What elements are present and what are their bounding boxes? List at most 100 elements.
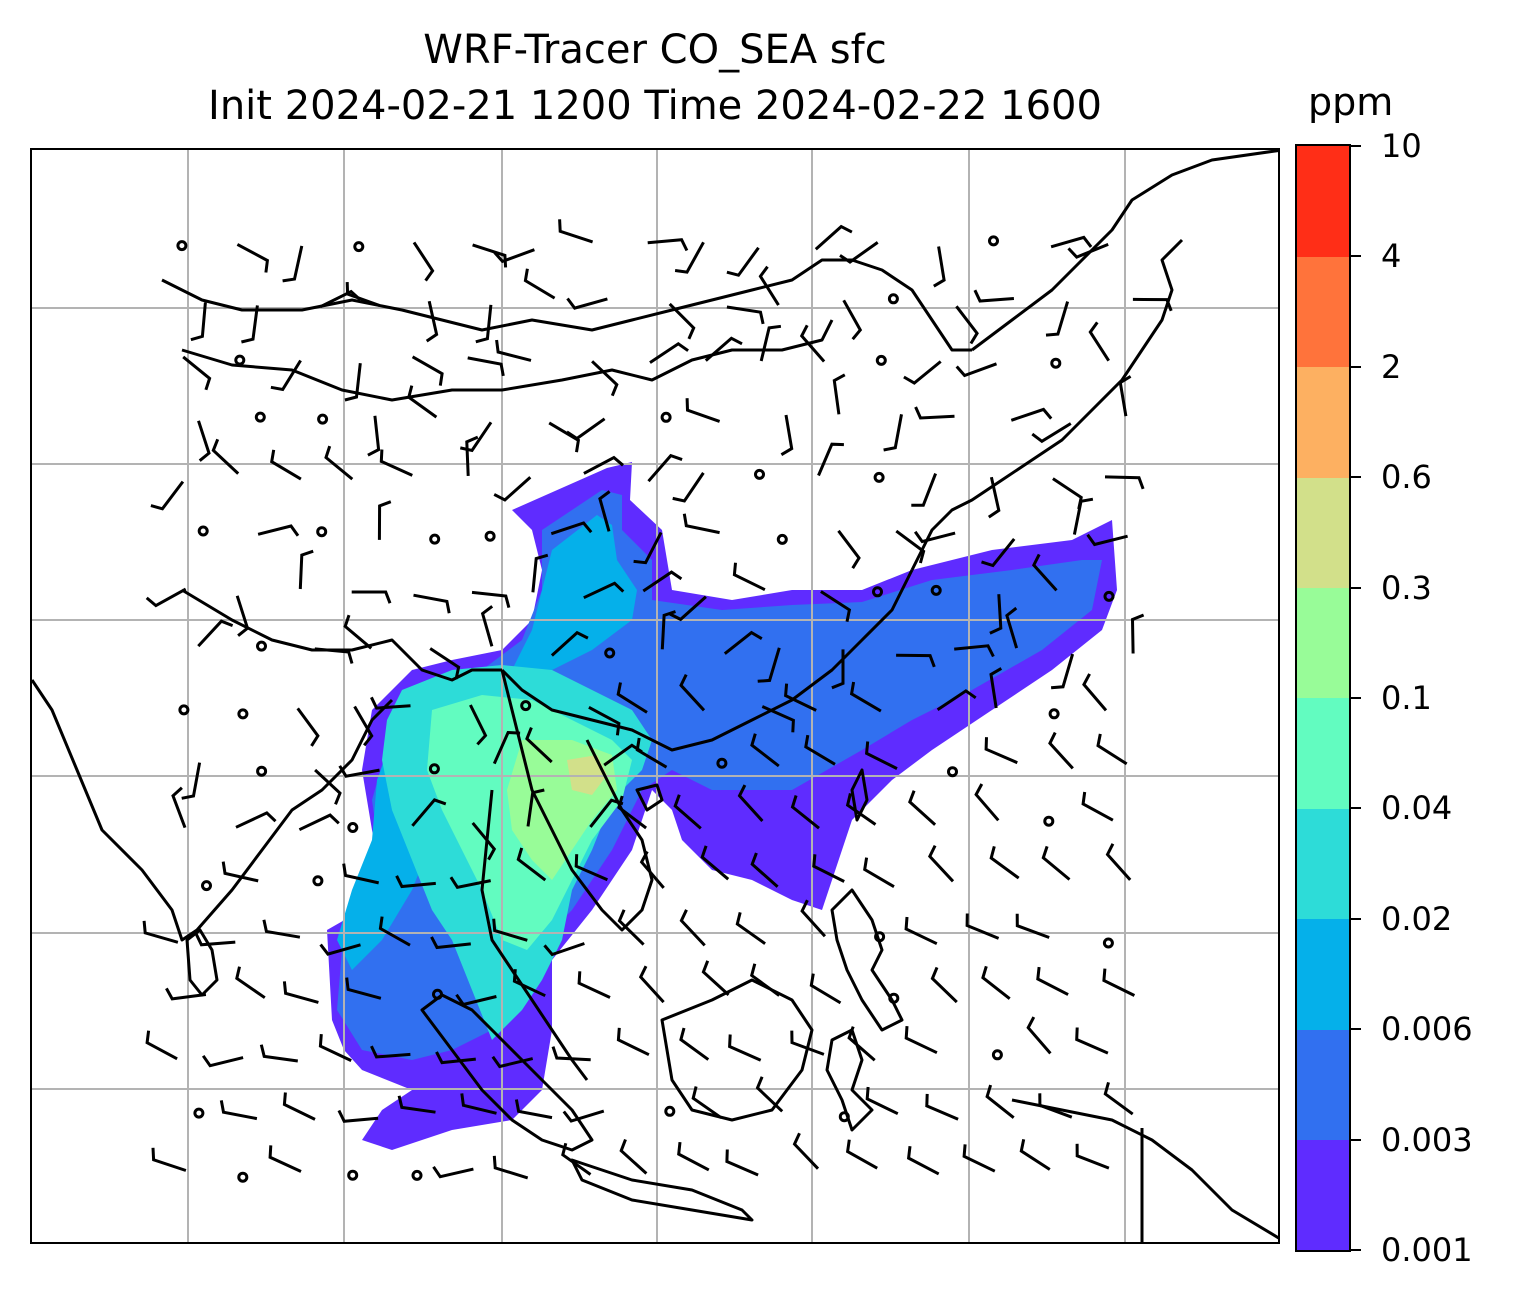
- wind-barb: [471, 821, 497, 861]
- wind-barb: [617, 909, 645, 946]
- wind-barb: [566, 417, 606, 441]
- wind-barb: [1103, 1081, 1134, 1116]
- wind-barb: [197, 619, 234, 648]
- wind-barb: [370, 1045, 411, 1059]
- wind-barb: [837, 529, 861, 569]
- calm-wind-marker: [520, 700, 532, 712]
- calm-wind-marker: [776, 533, 788, 545]
- wind-barb: [407, 385, 438, 419]
- colorbar-tick-label: 0.6: [1381, 458, 1432, 497]
- wind-barb: [1088, 321, 1110, 362]
- wind-barb: [989, 846, 1020, 880]
- wind-barb: [268, 1145, 302, 1173]
- india-coast: [32, 679, 394, 942]
- wind-barb: [449, 876, 491, 889]
- calm-wind-marker: [237, 708, 249, 720]
- colorbar-tick: [1351, 1028, 1361, 1031]
- wind-barb: [259, 1044, 299, 1063]
- russia-coast: [971, 150, 1278, 352]
- wind-barb: [562, 1109, 605, 1123]
- wind-barb: [757, 647, 781, 683]
- wind-barb: [495, 339, 532, 362]
- philippines: [830, 888, 904, 1032]
- wind-barb: [270, 449, 302, 481]
- colorbar-tick: [1351, 365, 1361, 368]
- colorbar-tick: [1351, 1249, 1361, 1251]
- wind-barb: [377, 500, 392, 540]
- colorbar-tick-label: 2: [1381, 347, 1402, 386]
- wind-barb: [411, 355, 444, 386]
- calm-wind-marker: [664, 1105, 676, 1117]
- wind-barb: [758, 265, 780, 306]
- colorbar-tick: [1351, 1138, 1361, 1141]
- calm-wind-marker: [887, 293, 899, 305]
- colorbar-segment: [1297, 587, 1349, 699]
- wind-barb: [338, 765, 380, 778]
- wind-barb: [989, 594, 1003, 635]
- wind-barb: [809, 973, 842, 1005]
- wind-barb: [345, 977, 382, 1000]
- korea-japan: [910, 238, 1184, 571]
- wind-barb: [558, 219, 594, 244]
- wind-barb: [965, 913, 1000, 940]
- wind-barb: [639, 850, 665, 889]
- wind-barb: [577, 971, 611, 999]
- wind-barb: [726, 305, 765, 325]
- colorbar-tick: [1351, 586, 1361, 589]
- wind-barb: [548, 421, 581, 453]
- colorbar-tick-label: 0.1: [1381, 679, 1432, 717]
- calm-wind-marker: [428, 763, 440, 775]
- china-south-coast: [500, 569, 914, 752]
- wind-barb: [413, 593, 451, 614]
- wind-barb: [318, 1033, 352, 1062]
- wind-barb: [236, 243, 270, 273]
- wind-barb: [984, 737, 1018, 765]
- wind-barb: [616, 682, 648, 714]
- wind-barb: [197, 420, 211, 462]
- wind-barb: [493, 248, 535, 264]
- wind-barb: [863, 857, 895, 888]
- wind-barb: [817, 442, 844, 477]
- new-guinea: [1011, 1098, 1278, 1240]
- wind-barb: [150, 480, 185, 511]
- wind-barb: [1086, 533, 1128, 547]
- wind-barb: [583, 455, 624, 475]
- colorbar-tick: [1351, 255, 1361, 258]
- colorbar-segment: [1297, 808, 1349, 920]
- wind-barb: [723, 630, 763, 655]
- wind-barb: [1082, 673, 1108, 712]
- wind-barb: [523, 268, 556, 300]
- colorbar-unit: ppm: [1308, 80, 1394, 124]
- wind-barb: [749, 963, 781, 997]
- wind-barb: [903, 360, 942, 385]
- wind-barb: [1072, 497, 1094, 535]
- wind-barb: [911, 473, 937, 507]
- calm-wind-marker: [947, 766, 958, 778]
- wind-barb: [551, 1046, 591, 1062]
- wind-barb: [194, 933, 236, 947]
- wind-barb: [679, 1027, 710, 1061]
- wind-barb: [550, 630, 589, 657]
- wind-barb: [1096, 733, 1128, 766]
- wind-barb: [895, 529, 926, 564]
- wind-barb: [685, 398, 721, 423]
- sri-lanka: [185, 928, 219, 997]
- colorbar-tick-label: 10: [1381, 127, 1422, 165]
- wind-barb: [491, 1055, 534, 1069]
- wind-barb: [525, 727, 553, 764]
- wind-barb: [342, 863, 380, 885]
- calm-wind-marker: [193, 1107, 205, 1119]
- colorbar: [1295, 144, 1351, 1252]
- wind-barb: [954, 644, 995, 658]
- wind-barb: [221, 861, 259, 883]
- calm-wind-marker: [256, 640, 267, 652]
- wind-barb: [1050, 653, 1075, 690]
- wind-barb: [429, 647, 461, 680]
- wind-barb: [933, 246, 946, 288]
- wind-barb: [181, 762, 202, 800]
- calm-wind-marker: [178, 704, 190, 716]
- wind-barb: [412, 241, 435, 282]
- wind-barb: [904, 916, 938, 946]
- wind-barb: [514, 1099, 553, 1120]
- calm-wind-marker: [317, 413, 329, 425]
